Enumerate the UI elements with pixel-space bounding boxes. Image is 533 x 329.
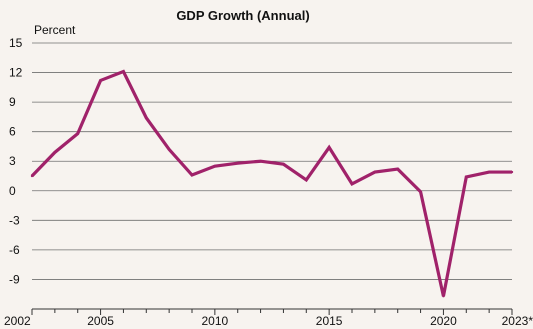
series-line-gdp-growth [30,69,512,297]
data-point-2011 [236,161,239,165]
data-point-2012 [259,160,262,163]
data-point-2018 [396,167,399,171]
x-tick-label: 2010 [202,314,229,328]
data-point-2004 [76,132,79,135]
y-tick-label: 9 [9,95,16,109]
y-tick-label: 0 [9,184,16,198]
data-point-2014 [305,178,308,182]
data-point-2013 [282,162,285,166]
y-tick-label: 12 [9,66,23,80]
x-tick-label: 2015 [316,314,343,328]
data-point-2010 [213,164,217,168]
y-tick-label: -6 [9,243,20,257]
data-point-2016 [350,182,354,186]
y-tick-labels: 15 12 9 6 3 0 -3 -6 -9 [9,36,23,286]
data-point-2020 [442,294,445,298]
data-point-2006 [122,70,125,73]
data-point-2021 [465,175,468,179]
data-point-2002 [30,174,34,178]
y-tick-label: 15 [9,36,23,50]
y-tick-label: 3 [9,154,16,168]
y-axis-label: Percent [34,23,76,37]
x-tick-label: 2020 [430,314,457,328]
data-point-2005 [99,79,102,82]
data-point-2009 [190,173,194,177]
y-tick-label: -9 [9,272,20,286]
x-tick-label: 2005 [87,314,114,328]
data-point-2003 [53,151,57,154]
data-point-2008 [167,148,171,151]
x-axis: 2002 2005 2010 2015 2020 2023* [4,308,533,328]
data-point-2023 [510,170,514,174]
data-point-2019 [419,190,422,193]
data-point-2017 [373,170,377,174]
x-tick-label: 2002 [4,314,31,328]
y-tick-label: 6 [9,125,16,139]
series-lines [30,69,514,298]
data-point-2015 [327,146,331,149]
y-tick-label: -3 [9,213,20,227]
x-tick-label: 2023* [502,314,533,328]
data-point-2022 [487,170,491,174]
data-point-2007 [145,116,148,120]
chart-title: GDP Growth (Annual) [176,8,309,23]
